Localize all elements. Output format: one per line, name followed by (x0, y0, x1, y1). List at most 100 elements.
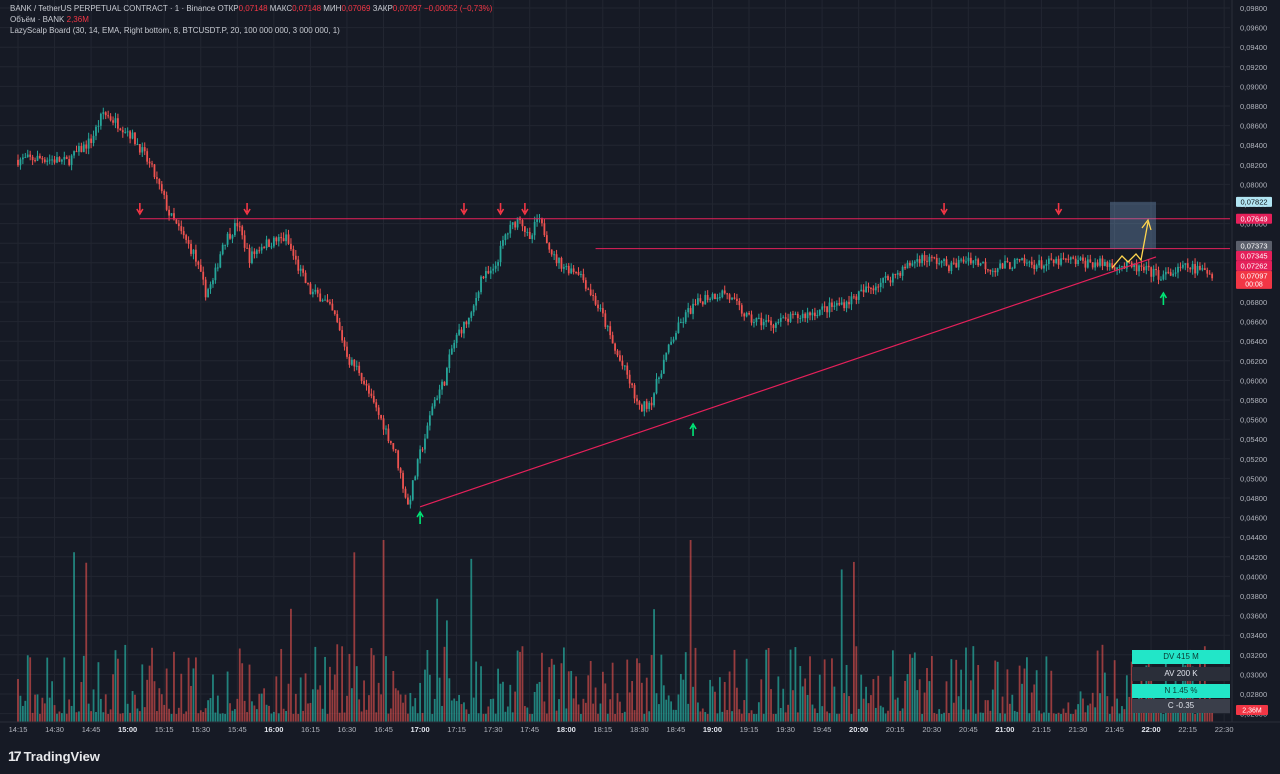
candle-body (29, 154, 32, 157)
candle-body (319, 293, 322, 302)
candle-body (26, 154, 29, 158)
candle-body (212, 280, 214, 285)
volume-bar (73, 552, 75, 722)
volume-bar (831, 658, 833, 722)
volume-bar (60, 713, 63, 722)
volume-bar (567, 671, 570, 722)
volume-bar (1062, 708, 1065, 722)
volume-bar (660, 654, 663, 722)
candle-body (421, 449, 424, 451)
volume-bar (833, 686, 836, 722)
volume-bar (385, 656, 387, 722)
candle-body (1021, 258, 1023, 261)
volume-bar (482, 713, 485, 722)
time-axis[interactable]: 14:15 14:30 14:45 15:00 15:15 15:30 15:45 16:00… (0, 721, 1280, 734)
volume-bar (207, 700, 209, 722)
candle-body (967, 257, 970, 262)
tradingview-logo[interactable]: 17 TradingView (8, 748, 100, 764)
tradingview-brand-name: TradingView (23, 748, 100, 764)
volume-bar (285, 710, 287, 722)
chart-legend[interactable]: BANK / TetherUS PERPETUAL CONTRACT · 1 ·… (10, 3, 492, 36)
candle-body (1074, 258, 1077, 265)
volume-bar (887, 710, 889, 722)
candle-body (894, 273, 897, 275)
chart-grid (0, 0, 1230, 722)
volume-bar (136, 708, 139, 722)
price-tick-label: 0,08200 (1240, 161, 1267, 170)
volume-bar (1177, 712, 1179, 722)
volume-bar (141, 664, 144, 722)
volume-bar (950, 659, 953, 722)
candle-body (699, 298, 702, 302)
volume-bar (792, 690, 794, 722)
volume-bar (407, 713, 409, 722)
volume-bar (687, 703, 690, 722)
volume-bar (170, 713, 173, 722)
volume-bar (623, 711, 626, 722)
volume-bar (209, 698, 212, 722)
volume-bar (960, 669, 963, 722)
volume-bar (134, 694, 136, 722)
time-tick-label: 18:45 (667, 725, 686, 734)
candle-body (879, 282, 882, 287)
volume-bar (916, 690, 919, 722)
volume-bar (1121, 706, 1123, 722)
volume-bar (845, 664, 848, 722)
price-axis[interactable]: 0,09800 0,09600 0,09400 0,09200 0,09000 0,088… (1231, 0, 1267, 722)
candle-body (202, 271, 205, 280)
lazyscalp-dv: DV 415 M (1132, 650, 1230, 664)
candle-body (1035, 265, 1038, 270)
volume-bar (575, 676, 577, 722)
volume-bar (972, 646, 975, 722)
volume-bar (587, 675, 590, 722)
drawn-levels[interactable] (139, 201, 1230, 508)
volume-bar (882, 707, 885, 722)
candle-body (414, 476, 417, 481)
candle-body (1028, 261, 1031, 263)
volume-bar (899, 710, 902, 722)
volume-bar (506, 706, 509, 722)
volume-bar (221, 713, 224, 722)
candle-body (1086, 259, 1089, 268)
candle-body (828, 302, 831, 313)
price-chart[interactable]: 0,09800 0,09600 0,09400 0,09200 0,09000 0,088… (0, 0, 1280, 740)
candle-body (482, 276, 485, 279)
candle-body (555, 254, 558, 264)
candle-body (577, 272, 580, 275)
volume-bar (1133, 705, 1136, 722)
volume-bar (399, 694, 402, 722)
volume-bar (1033, 684, 1036, 722)
candle-body (621, 360, 624, 366)
volume-bar (901, 708, 904, 722)
candle-body (726, 293, 729, 295)
indicator-title: LazyScalp Board (30, 14, EMA, Right bott… (10, 26, 340, 35)
candle-body (860, 289, 863, 292)
volume-bar (548, 667, 551, 722)
candle-body (219, 254, 222, 268)
candle-body (331, 303, 334, 311)
price-label-text: 0,07822 (1240, 197, 1267, 206)
volume-bar (614, 713, 616, 722)
symbol-legend-row: BANK / TetherUS PERPETUAL CONTRACT · 1 ·… (10, 3, 492, 14)
volume-bar (1074, 709, 1077, 722)
volume-bar (117, 658, 119, 722)
volume-legend-row: Объём · BANK 2,36M (10, 14, 492, 25)
price-tick-label: 0,05600 (1240, 416, 1267, 425)
candle-body (601, 308, 604, 314)
volume-bar (1026, 657, 1028, 722)
candle-body (901, 266, 904, 276)
candle-body (1106, 261, 1109, 267)
volume-bar (923, 692, 926, 722)
candle-body (1162, 274, 1165, 280)
candle-body (160, 184, 163, 191)
candle-body (877, 286, 880, 288)
volume-bar (68, 699, 71, 722)
volume-bar (143, 707, 146, 722)
volume-bar (640, 682, 643, 722)
candle-body (811, 312, 814, 316)
volume-bar (219, 713, 222, 722)
candle-body (604, 313, 607, 327)
candle-body (1177, 266, 1179, 273)
price-tick-label: 0,08600 (1240, 122, 1267, 131)
volume-bar (516, 650, 519, 722)
